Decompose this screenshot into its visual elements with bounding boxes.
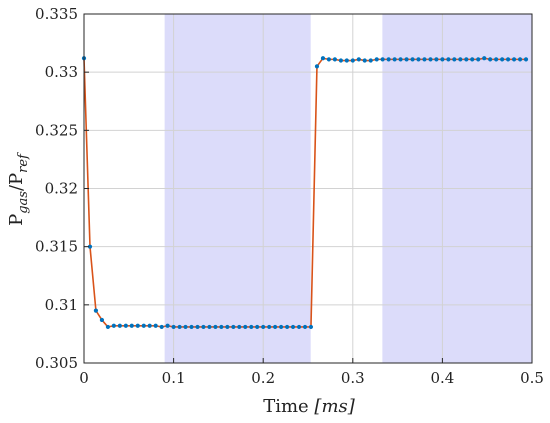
y-axis-label-sub-ref: ref	[16, 152, 31, 173]
y-tick-label: 0.315	[35, 238, 78, 256]
y-axis-label-sub-gas: gas	[16, 191, 31, 214]
data-point	[356, 57, 361, 62]
data-point	[428, 57, 433, 62]
x-tick-label: 0.5	[520, 369, 544, 387]
data-point	[243, 324, 248, 330]
data-point	[511, 57, 517, 62]
data-point	[99, 317, 105, 323]
data-point	[517, 57, 523, 62]
data-point	[117, 323, 122, 328]
data-point	[380, 57, 385, 62]
data-point	[374, 57, 379, 62]
data-point	[404, 57, 409, 62]
data-point	[338, 58, 343, 63]
data-point	[464, 57, 469, 62]
y-tick-label: 0.33	[45, 63, 78, 81]
series-layer	[81, 56, 529, 330]
data-point	[153, 323, 158, 328]
data-point	[296, 324, 302, 330]
data-point	[87, 244, 93, 249]
data-point	[470, 57, 475, 62]
data-point	[302, 324, 308, 330]
data-point	[398, 57, 403, 62]
data-point	[207, 324, 212, 330]
data-point	[446, 57, 451, 62]
data-point	[159, 324, 164, 330]
data-point	[314, 64, 320, 69]
x-tick-label: 0.1	[162, 369, 186, 387]
data-point	[482, 56, 487, 61]
x-axis-label-main: Time	[263, 396, 314, 417]
data-point	[500, 57, 505, 62]
data-point	[123, 323, 128, 328]
y-tick-label: 0.31	[45, 296, 78, 314]
data-point	[249, 324, 254, 330]
data-point	[505, 57, 511, 62]
data-point	[279, 324, 284, 330]
data-point	[476, 57, 481, 62]
y-axis-ticks: 0.305 0.31 0.315 0.32 0.325 0.33 0.335	[35, 5, 89, 372]
y-tick-label: 0.325	[35, 121, 78, 139]
data-point	[326, 57, 331, 62]
data-point	[129, 323, 134, 328]
data-point	[177, 324, 182, 330]
data-point	[183, 324, 188, 330]
data-point	[273, 324, 278, 330]
data-point	[452, 57, 457, 62]
data-point	[165, 323, 170, 328]
data-point	[362, 58, 367, 63]
x-axis-label-unit: [ms]	[314, 396, 355, 417]
data-point	[308, 324, 314, 330]
data-point	[225, 324, 230, 330]
x-tick-label: 0	[79, 369, 89, 387]
y-axis-label-slash: /P	[6, 173, 27, 191]
x-tick-label: 0.2	[251, 369, 275, 387]
data-point	[344, 58, 349, 63]
data-point	[231, 324, 236, 330]
data-point	[201, 324, 206, 330]
data-point	[255, 324, 260, 330]
data-point	[320, 56, 326, 61]
data-point	[261, 324, 266, 330]
data-point	[147, 323, 152, 328]
y-tick-label: 0.305	[35, 354, 78, 372]
data-point	[93, 308, 99, 313]
data-point	[368, 58, 373, 63]
y-axis-label: Pgas/Pref	[6, 152, 31, 226]
data-point	[386, 57, 391, 62]
data-point	[195, 324, 200, 330]
y-tick-label: 0.32	[45, 180, 78, 198]
data-point	[523, 57, 529, 62]
data-point	[488, 57, 493, 62]
data-point	[350, 58, 355, 63]
data-point	[237, 324, 242, 330]
data-point	[171, 324, 176, 330]
data-point	[213, 324, 218, 330]
data-point	[135, 323, 140, 328]
data-point	[434, 57, 439, 62]
data-point	[105, 324, 111, 330]
x-tick-label: 0.4	[430, 369, 454, 387]
data-point	[111, 323, 116, 328]
x-axis-ticks: 0 0.1 0.2 0.3 0.4 0.5	[79, 358, 544, 387]
data-point	[285, 324, 290, 330]
data-point	[422, 57, 427, 62]
data-point	[410, 57, 415, 62]
data-point	[458, 57, 463, 62]
data-point	[494, 57, 499, 62]
x-tick-label: 0.3	[341, 369, 365, 387]
x-axis-label: Time [ms]	[263, 396, 356, 417]
y-tick-label: 0.335	[35, 5, 78, 23]
data-point	[392, 57, 397, 62]
data-point	[416, 57, 421, 62]
data-point	[219, 324, 224, 330]
y-axis-label-p: P	[6, 214, 27, 226]
data-point	[332, 57, 337, 62]
data-point	[189, 324, 194, 330]
data-point	[267, 324, 272, 330]
data-point	[440, 57, 445, 62]
data-point	[290, 324, 296, 330]
data-point	[141, 323, 146, 328]
